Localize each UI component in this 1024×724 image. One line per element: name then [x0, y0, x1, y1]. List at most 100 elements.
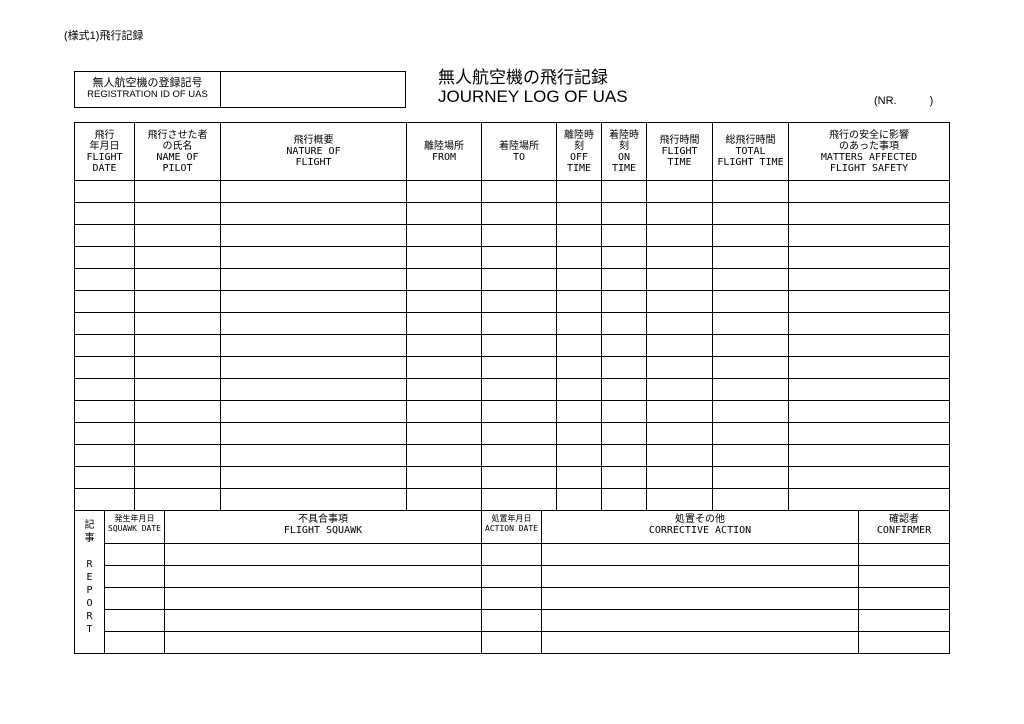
table-cell[interactable]: [406, 466, 482, 489]
table-cell[interactable]: [788, 246, 950, 269]
table-cell[interactable]: [788, 312, 950, 335]
report-cell[interactable]: [164, 631, 482, 654]
table-cell[interactable]: [74, 466, 135, 489]
table-cell[interactable]: [646, 444, 713, 467]
table-cell[interactable]: [406, 422, 482, 445]
table-cell[interactable]: [556, 312, 602, 335]
table-cell[interactable]: [220, 356, 407, 379]
table-cell[interactable]: [712, 444, 789, 467]
table-cell[interactable]: [556, 422, 602, 445]
table-cell[interactable]: [712, 180, 789, 203]
table-cell[interactable]: [556, 334, 602, 357]
table-cell[interactable]: [406, 488, 482, 511]
table-cell[interactable]: [481, 290, 557, 313]
report-cell[interactable]: [541, 631, 859, 654]
table-cell[interactable]: [134, 444, 221, 467]
table-cell[interactable]: [788, 334, 950, 357]
table-cell[interactable]: [712, 202, 789, 225]
table-cell[interactable]: [556, 356, 602, 379]
table-cell[interactable]: [220, 202, 407, 225]
table-cell[interactable]: [601, 400, 647, 423]
report-cell[interactable]: [104, 543, 165, 566]
table-cell[interactable]: [788, 268, 950, 291]
table-cell[interactable]: [788, 444, 950, 467]
table-cell[interactable]: [712, 224, 789, 247]
report-cell[interactable]: [858, 609, 950, 632]
table-cell[interactable]: [74, 444, 135, 467]
table-cell[interactable]: [134, 224, 221, 247]
table-cell[interactable]: [134, 246, 221, 269]
table-cell[interactable]: [788, 488, 950, 511]
table-cell[interactable]: [406, 312, 482, 335]
report-cell[interactable]: [858, 565, 950, 588]
table-cell[interactable]: [481, 180, 557, 203]
report-cell[interactable]: [164, 609, 482, 632]
table-cell[interactable]: [601, 378, 647, 401]
table-cell[interactable]: [788, 180, 950, 203]
table-cell[interactable]: [601, 334, 647, 357]
table-cell[interactable]: [406, 246, 482, 269]
table-cell[interactable]: [220, 290, 407, 313]
table-cell[interactable]: [481, 224, 557, 247]
report-cell[interactable]: [858, 631, 950, 654]
table-cell[interactable]: [601, 290, 647, 313]
table-cell[interactable]: [712, 312, 789, 335]
report-cell[interactable]: [541, 543, 859, 566]
table-cell[interactable]: [134, 268, 221, 291]
table-cell[interactable]: [646, 334, 713, 357]
table-cell[interactable]: [481, 378, 557, 401]
table-cell[interactable]: [788, 290, 950, 313]
table-cell[interactable]: [134, 312, 221, 335]
table-cell[interactable]: [74, 312, 135, 335]
table-cell[interactable]: [134, 378, 221, 401]
table-cell[interactable]: [406, 356, 482, 379]
table-cell[interactable]: [220, 312, 407, 335]
table-cell[interactable]: [788, 356, 950, 379]
table-cell[interactable]: [74, 400, 135, 423]
table-cell[interactable]: [74, 422, 135, 445]
table-cell[interactable]: [481, 400, 557, 423]
table-cell[interactable]: [406, 224, 482, 247]
table-cell[interactable]: [406, 334, 482, 357]
table-cell[interactable]: [646, 312, 713, 335]
table-cell[interactable]: [788, 466, 950, 489]
table-cell[interactable]: [481, 246, 557, 269]
report-cell[interactable]: [481, 565, 542, 588]
table-cell[interactable]: [74, 246, 135, 269]
table-cell[interactable]: [788, 422, 950, 445]
table-cell[interactable]: [646, 400, 713, 423]
table-cell[interactable]: [220, 246, 407, 269]
table-cell[interactable]: [74, 356, 135, 379]
table-cell[interactable]: [712, 400, 789, 423]
table-cell[interactable]: [712, 246, 789, 269]
table-cell[interactable]: [646, 246, 713, 269]
table-cell[interactable]: [712, 268, 789, 291]
table-cell[interactable]: [646, 466, 713, 489]
table-cell[interactable]: [601, 202, 647, 225]
table-cell[interactable]: [556, 378, 602, 401]
report-cell[interactable]: [541, 587, 859, 610]
report-cell[interactable]: [164, 565, 482, 588]
table-cell[interactable]: [134, 466, 221, 489]
table-cell[interactable]: [556, 246, 602, 269]
table-cell[interactable]: [556, 268, 602, 291]
table-cell[interactable]: [74, 488, 135, 511]
table-cell[interactable]: [406, 268, 482, 291]
table-cell[interactable]: [481, 422, 557, 445]
table-cell[interactable]: [556, 400, 602, 423]
table-cell[interactable]: [134, 488, 221, 511]
table-cell[interactable]: [220, 334, 407, 357]
table-cell[interactable]: [601, 466, 647, 489]
table-cell[interactable]: [481, 268, 557, 291]
table-cell[interactable]: [481, 356, 557, 379]
table-cell[interactable]: [134, 202, 221, 225]
report-cell[interactable]: [104, 609, 165, 632]
table-cell[interactable]: [481, 312, 557, 335]
table-cell[interactable]: [220, 180, 407, 203]
report-cell[interactable]: [858, 587, 950, 610]
table-cell[interactable]: [220, 444, 407, 467]
table-cell[interactable]: [134, 334, 221, 357]
table-cell[interactable]: [74, 334, 135, 357]
table-cell[interactable]: [74, 378, 135, 401]
table-cell[interactable]: [556, 290, 602, 313]
